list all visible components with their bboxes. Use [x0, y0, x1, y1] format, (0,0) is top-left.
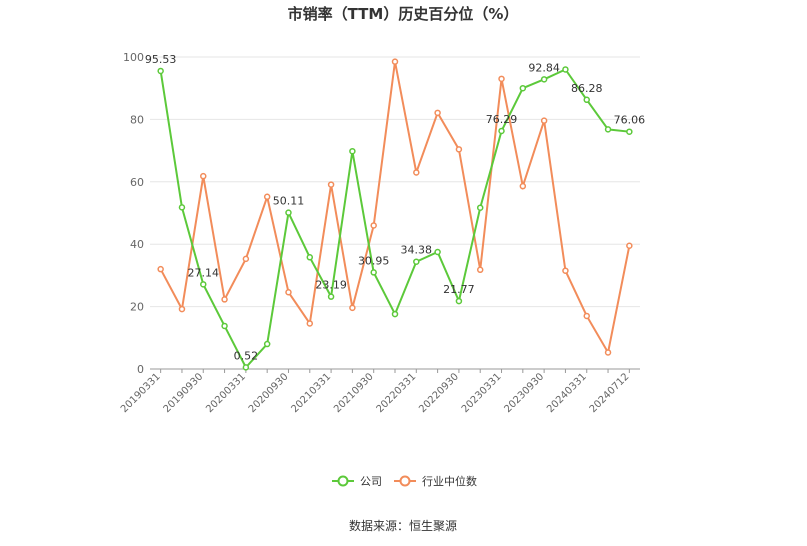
data-point-company	[562, 66, 569, 73]
data-label: 92.84	[528, 61, 560, 74]
data-point-industry-median	[306, 320, 314, 327]
y-axis: 0 20 40 60 80 100	[123, 51, 144, 376]
data-point-industry-median	[285, 288, 292, 296]
x-tick-label: 20220930	[417, 371, 461, 415]
data-point-industry-median	[178, 305, 186, 313]
data-point-industry-median	[200, 172, 207, 180]
legend[interactable]: 公司 行业中位数	[332, 474, 477, 488]
data-label: 76.29	[486, 113, 518, 126]
x-tick-label: 20210331	[289, 371, 333, 415]
data-label: 30.95	[358, 254, 390, 267]
chart-title: 市销率（TTM）历史百分位（%）	[288, 5, 519, 23]
data-point-industry-median	[242, 255, 250, 263]
x-tick-label: 20230930	[502, 371, 546, 415]
legend-item-industry-median[interactable]: 行业中位数	[394, 474, 477, 488]
data-point-industry-median	[327, 181, 335, 188]
data-point-company	[349, 147, 356, 155]
data-point-company	[498, 127, 505, 135]
data-point-industry-median	[476, 266, 484, 274]
x-tick-label: 20190930	[162, 371, 206, 415]
data-label: 95.53	[145, 53, 177, 66]
data-label: 23.19	[315, 279, 347, 292]
y-tick-label: 80	[130, 113, 144, 126]
data-point-industry-median	[583, 312, 590, 320]
x-tick-label: 20240712	[588, 371, 632, 415]
data-label: 27.14	[188, 266, 220, 279]
data-point-company	[306, 254, 314, 261]
data-point-industry-median	[434, 109, 441, 117]
x-tick-label: 20200331	[204, 371, 248, 415]
data-label: 0.52	[234, 349, 259, 362]
data-point-industry-median	[562, 267, 569, 274]
data-point-company	[476, 204, 484, 211]
data-point-company	[178, 204, 186, 211]
data-point-company	[242, 364, 250, 371]
data-point-company	[434, 248, 441, 256]
data-point-company	[200, 281, 207, 288]
data-point-industry-median	[498, 75, 505, 83]
data-label: 86.28	[571, 82, 603, 95]
data-point-industry-median	[157, 265, 164, 273]
x-tick-label: 20220331	[375, 371, 419, 415]
series-line-industry-median	[159, 61, 631, 356]
legend-label: 公司	[360, 475, 382, 488]
data-point-company	[455, 297, 463, 305]
data-point-company	[221, 322, 228, 330]
data-point-company	[583, 96, 590, 104]
data-point-company	[540, 76, 548, 83]
data-point-industry-median	[263, 193, 271, 201]
data-point-industry-median	[349, 304, 356, 312]
x-tick-label: 20200930	[247, 371, 291, 415]
x-tick-label: 20190331	[119, 371, 163, 415]
data-point-industry-median	[221, 296, 228, 303]
data-point-industry-median	[519, 182, 527, 190]
data-point-company	[370, 269, 377, 276]
legend-item-company[interactable]: 公司	[332, 475, 382, 488]
data-source: 数据来源：恒生聚源	[349, 518, 457, 533]
data-label: 21.77	[443, 283, 475, 296]
x-tick-label: 20230331	[460, 371, 504, 415]
data-label: 76.06	[614, 114, 646, 127]
data-label: 50.11	[273, 195, 305, 208]
data-point-industry-median	[455, 146, 463, 153]
data-point-company	[157, 67, 164, 75]
data-point-company	[626, 128, 633, 135]
y-tick-label: 40	[130, 238, 144, 251]
series-lines	[157, 58, 633, 371]
y-tick-label: 100	[123, 51, 144, 64]
data-point-industry-median	[604, 349, 612, 356]
data-point-industry-median	[413, 169, 420, 176]
data-point-company	[285, 209, 292, 216]
grid	[150, 56, 640, 308]
y-tick-label: 20	[130, 301, 144, 314]
data-point-industry-median	[391, 58, 399, 65]
y-tick-label: 60	[130, 176, 144, 189]
data-point-company	[519, 84, 527, 92]
x-tick-label: 20210930	[332, 371, 376, 415]
x-axis: 2019033120190930202003312020093020210331…	[119, 368, 640, 415]
data-label: 34.38	[401, 244, 433, 257]
legend-marker	[337, 475, 349, 487]
data-point-company	[604, 126, 612, 133]
legend-label: 行业中位数	[422, 474, 477, 488]
data-point-industry-median	[370, 222, 377, 229]
x-tick-label: 20240331	[545, 371, 589, 415]
data-point-company	[391, 310, 399, 318]
legend-marker	[399, 475, 411, 487]
data-point-company	[263, 340, 271, 348]
data-labels: 95.53 27.14 0.52 50.11 23.19 30.95 34.38 21.77 7…	[145, 53, 645, 362]
data-point-industry-median	[540, 117, 548, 124]
data-point-company	[413, 258, 420, 265]
series-line-company	[159, 68, 630, 370]
data-point-company	[327, 293, 335, 300]
data-point-industry-median	[626, 242, 633, 250]
y-tick-label: 0	[137, 363, 144, 376]
